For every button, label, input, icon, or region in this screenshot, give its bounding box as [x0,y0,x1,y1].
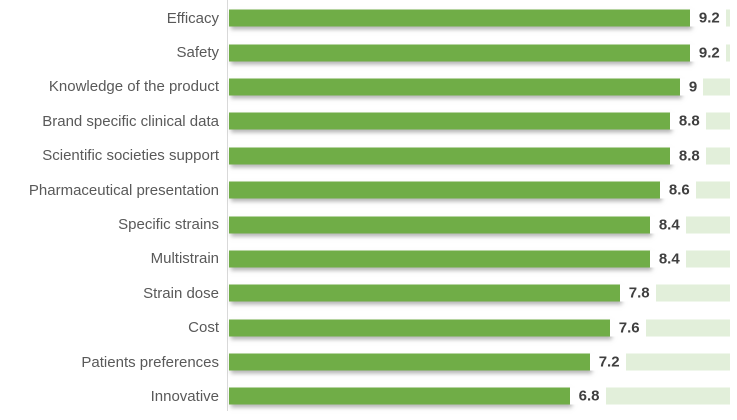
bar [229,44,690,62]
value-label: 8.8 [669,112,706,130]
plot-area: 9 [227,70,737,104]
bar [229,181,660,199]
bar-strip: 9.2 [229,9,730,27]
y-axis-line [227,0,228,411]
plot-area: 6.8 [227,379,737,413]
bar-row: Innovative 6.8 [0,379,737,413]
plot-area: 8.8 [227,104,737,138]
bar [229,216,650,234]
bar-strip: 7.2 [229,353,730,371]
value-label: 8.6 [659,181,696,199]
plot-area: 9.2 [227,1,737,35]
bar-row: Scientific societies support 8.8 [0,139,737,173]
value-label: 7.8 [619,284,656,302]
bar-strip: 8.4 [229,216,730,234]
bar-row: Pharmaceutical presentation 8.6 [0,173,737,207]
bar-row: Strain dose 7.8 [0,276,737,310]
category-label: Cost [188,319,219,337]
bar [229,353,590,371]
category-label: Knowledge of the product [48,78,219,96]
bar-strip: 9 [229,78,730,96]
bar-strip: 7.6 [229,319,730,337]
value-label: 8.8 [669,147,706,165]
plot-area: 7.6 [227,311,737,345]
value-label: 8.4 [649,216,686,234]
category-label: Multistrain [150,250,219,268]
bar-row: Multistrain 8.4 [0,242,737,276]
bar [229,319,610,337]
value-label: 8.4 [649,250,686,268]
bar [229,387,570,405]
plot-area: 7.8 [227,276,737,310]
category-label: Brand specific clinical data [42,112,219,130]
bar [229,250,650,268]
bar-row: Safety 9.2 [0,35,737,69]
category-label: Patients preferences [81,353,219,371]
category-label: Specific strains [118,216,219,234]
bar [229,284,620,302]
category-label: Efficacy [166,9,219,27]
bar-strip: 8.8 [229,112,730,130]
bar-strip: 8.8 [229,147,730,165]
bar-strip: 8.4 [229,250,730,268]
bar [229,9,690,27]
bar-row: Patients preferences 7.2 [0,345,737,379]
bar-row: Specific strains 8.4 [0,207,737,241]
bar-row: Brand specific clinical data 8.8 [0,104,737,138]
bar [229,78,680,96]
category-label: Pharmaceutical presentation [28,181,219,199]
plot-area: 9.2 [227,35,737,69]
category-label: Strain dose [143,284,219,302]
plot-area: 7.2 [227,345,737,379]
bar-row: Cost 7.6 [0,311,737,345]
bar-row: Efficacy 9.2 [0,1,737,35]
plot-area: 8.8 [227,139,737,173]
bar-row: Knowledge of the product 9 [0,70,737,104]
value-label: 6.8 [569,387,606,405]
bar [229,112,670,130]
bar-strip: 6.8 [229,387,730,405]
category-label: Safety [176,44,219,62]
category-label: Innovative [150,387,219,405]
category-label: Scientific societies support [42,147,219,165]
value-label: 9.2 [689,9,726,27]
bar-strip: 9.2 [229,44,730,62]
value-label: 9.2 [689,44,726,62]
bar-strip: 7.8 [229,284,730,302]
plot-area: 8.4 [227,207,737,241]
value-label: 7.2 [589,353,626,371]
bar-strip: 8.6 [229,181,730,199]
plot-area: 8.6 [227,173,737,207]
value-label: 9 [679,78,704,96]
value-label: 7.6 [609,319,646,337]
plot-area: 8.4 [227,242,737,276]
bar [229,147,670,165]
